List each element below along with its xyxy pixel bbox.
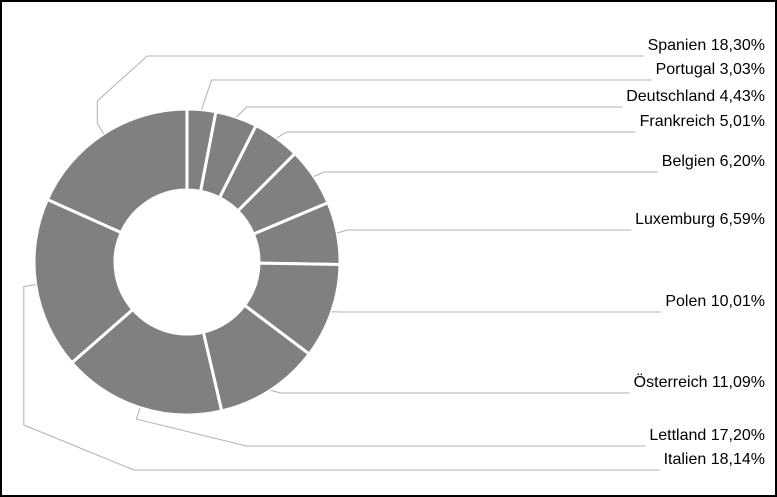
value-label: 5,01% — [720, 113, 765, 130]
leader-line — [236, 106, 623, 118]
category-label: Frankreich — [640, 113, 716, 130]
donut-slice — [45, 107, 189, 235]
slice-label: Italien 18,14% — [664, 451, 765, 468]
value-label: 10,01% — [711, 293, 765, 310]
leader-line — [337, 229, 632, 234]
category-label: Lettland — [649, 427, 706, 444]
leader-line — [96, 55, 644, 134]
slice-label: Luxemburg 6,59% — [635, 211, 765, 228]
leader-line — [201, 79, 652, 110]
slice-label: Polen 10,01% — [665, 293, 765, 310]
donut-slice — [69, 307, 224, 417]
slice-label: Österreich 11,09% — [634, 373, 765, 391]
donut-slice — [32, 197, 135, 365]
leader-line — [23, 284, 660, 471]
leader-line — [313, 171, 658, 178]
leader-line — [276, 131, 636, 139]
slice-label: Lettland 17,20% — [649, 427, 765, 444]
category-label: Österreich — [634, 373, 708, 391]
value-label: 3,03% — [720, 61, 765, 78]
slice-label: Belgien 6,20% — [662, 153, 765, 170]
value-label: 18,14% — [711, 451, 765, 468]
category-label: Portugal — [656, 61, 716, 78]
category-label: Belgien — [662, 153, 715, 170]
slice-label: Deutschland 4,43% — [626, 88, 765, 105]
category-label: Deutschland — [626, 88, 715, 105]
slice-label: Portugal 3,03% — [656, 61, 765, 78]
value-label: 18,30% — [711, 37, 765, 54]
value-label: 6,59% — [720, 211, 765, 228]
value-label: 11,09% — [712, 374, 765, 391]
category-label: Spanien — [648, 37, 707, 54]
value-label: 6,20% — [720, 153, 765, 170]
leader-line — [135, 407, 646, 447]
category-label: Luxemburg — [635, 211, 715, 228]
slice-label: Spanien 18,30% — [648, 37, 765, 54]
value-label: 4,43% — [720, 88, 765, 105]
category-label: Polen — [665, 293, 706, 310]
leader-line — [270, 389, 630, 394]
value-label: 17,20% — [711, 427, 765, 444]
slice-label: Frankreich 5,01% — [640, 113, 765, 130]
category-label: Italien — [664, 451, 707, 468]
